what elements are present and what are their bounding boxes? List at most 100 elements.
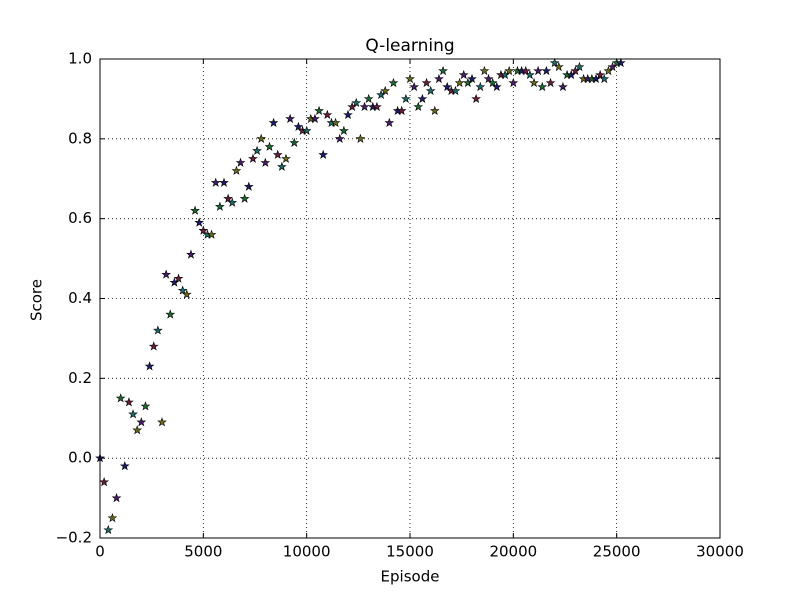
y-tick-label: 0.4 xyxy=(68,289,92,307)
point xyxy=(479,65,490,76)
point xyxy=(198,225,209,235)
point xyxy=(438,65,448,76)
point xyxy=(115,393,126,403)
point xyxy=(157,417,167,427)
x-tick-label: 5000 xyxy=(184,543,222,561)
point xyxy=(491,81,502,92)
point xyxy=(595,69,605,80)
point xyxy=(450,85,461,96)
point xyxy=(301,125,312,135)
point xyxy=(533,65,543,76)
point xyxy=(99,477,109,487)
point xyxy=(132,425,143,435)
point xyxy=(549,57,560,68)
point xyxy=(334,133,345,143)
point xyxy=(210,177,221,187)
x-tick-label: 15000 xyxy=(386,543,434,561)
point xyxy=(339,125,349,135)
point xyxy=(384,117,395,127)
point xyxy=(442,81,453,92)
point xyxy=(574,61,585,72)
point xyxy=(260,157,271,167)
point xyxy=(314,105,324,116)
point xyxy=(231,165,242,175)
point xyxy=(405,73,415,84)
point xyxy=(417,93,428,104)
point xyxy=(119,461,130,471)
point xyxy=(124,397,134,407)
point xyxy=(235,157,246,167)
point xyxy=(380,85,391,96)
point xyxy=(520,65,531,76)
point xyxy=(558,81,568,92)
point xyxy=(330,117,341,127)
y-tick-label: 0.8 xyxy=(68,129,92,147)
point xyxy=(409,81,419,92)
x-tick-label: 0 xyxy=(95,543,105,561)
point xyxy=(223,193,233,203)
point xyxy=(186,249,196,259)
point xyxy=(277,161,287,171)
point xyxy=(153,325,163,335)
y-axis-label: Score xyxy=(28,279,46,321)
point xyxy=(281,153,291,163)
point xyxy=(190,205,200,215)
point xyxy=(264,141,275,151)
point xyxy=(219,177,229,187)
point xyxy=(252,145,262,155)
point xyxy=(194,217,205,227)
y-tick-label: 0.6 xyxy=(68,209,92,227)
point xyxy=(293,121,304,131)
point xyxy=(318,149,329,159)
point xyxy=(537,81,548,92)
y-tick-label: −0.2 xyxy=(56,529,92,547)
y-tick-label: 0.2 xyxy=(68,369,92,387)
point xyxy=(429,105,440,116)
point xyxy=(372,101,382,112)
point xyxy=(248,153,258,163)
point xyxy=(425,85,436,96)
point xyxy=(161,269,171,279)
plot-frame xyxy=(99,58,721,539)
x-tick-label: 20000 xyxy=(489,543,537,561)
point xyxy=(388,77,399,88)
point xyxy=(475,81,486,92)
point xyxy=(206,229,217,239)
point xyxy=(310,113,320,124)
chart-title: Q-learning xyxy=(365,36,454,56)
x-tick-label: 25000 xyxy=(593,543,641,561)
point xyxy=(525,69,535,80)
point xyxy=(413,101,424,112)
point xyxy=(289,137,300,147)
point xyxy=(351,97,362,108)
point xyxy=(140,401,151,411)
point xyxy=(508,77,519,88)
y-tick-label: 0.0 xyxy=(68,449,92,467)
x-tick-label: 10000 xyxy=(283,543,331,561)
point xyxy=(111,492,122,503)
point xyxy=(471,93,481,104)
point xyxy=(181,289,192,299)
point xyxy=(268,117,279,127)
point xyxy=(504,65,515,76)
point xyxy=(553,61,564,72)
point xyxy=(256,133,267,143)
point xyxy=(128,409,138,419)
point xyxy=(165,309,176,319)
point xyxy=(454,77,465,88)
point xyxy=(239,193,250,203)
point xyxy=(272,149,283,159)
point xyxy=(177,285,188,295)
point xyxy=(599,73,610,84)
point xyxy=(396,105,407,116)
point xyxy=(615,57,626,68)
point xyxy=(136,417,147,427)
point xyxy=(529,77,539,88)
point xyxy=(541,65,552,76)
point xyxy=(421,77,432,88)
point xyxy=(434,73,444,84)
point xyxy=(215,201,225,211)
point xyxy=(359,101,370,112)
point xyxy=(173,273,184,283)
